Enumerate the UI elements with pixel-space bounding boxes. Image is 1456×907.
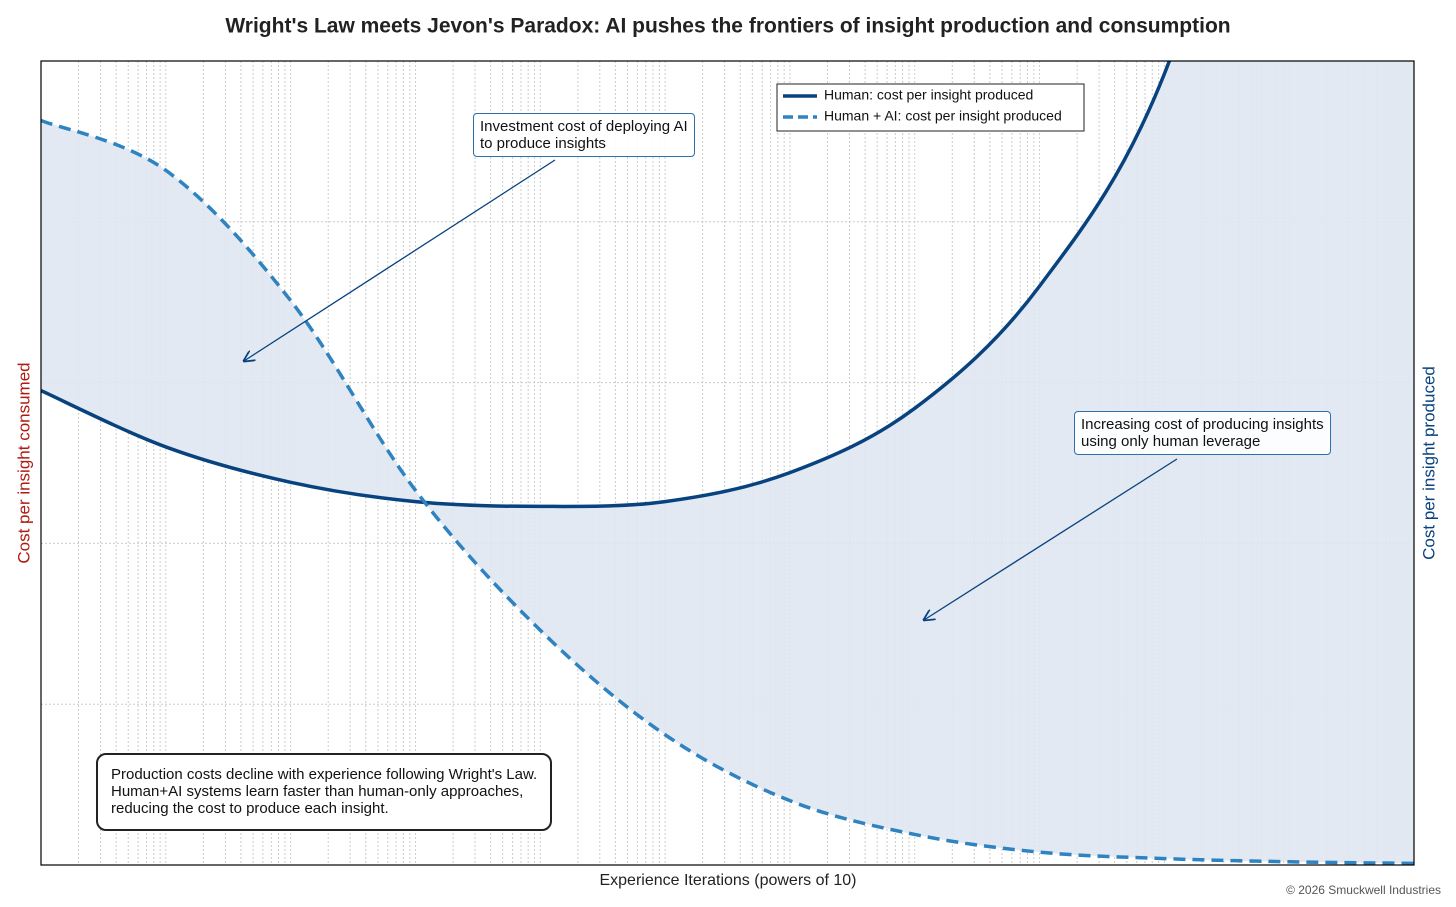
annotation-text: Human+AI systems learn faster than human… <box>111 783 524 800</box>
line-series <box>41 61 1172 509</box>
annotation-text: Production costs decline with experience… <box>111 766 538 783</box>
annotation-text: reducing the cost to produce each insigh… <box>111 800 389 817</box>
legend-label: Human + AI: cost per insight produced <box>824 108 1062 124</box>
annotation-text: to produce insights <box>480 135 606 152</box>
fill-between <box>41 61 1414 864</box>
annotation: Production costs decline with experience… <box>96 753 553 831</box>
y-axis-label: Cost per insight consumed <box>14 362 33 563</box>
annotation-text: Increasing cost of producing insights <box>1081 416 1324 433</box>
chart-title: Wright's Law meets Jevon's Paradox: AI p… <box>225 15 1230 38</box>
annotation: Increasing cost of producing insights us… <box>1074 411 1331 455</box>
annotation-text: using only human leverage <box>1081 433 1261 450</box>
y2-axis-label: Cost per insight produced <box>1419 366 1438 560</box>
plot-area <box>41 61 1414 865</box>
credit: © 2026 Smuckwell Industries <box>1286 883 1441 897</box>
legend-label: Human: cost per insight produced <box>824 87 1033 103</box>
annotation: Investment cost of deploying AI to produ… <box>473 113 695 157</box>
x-axis-label: Experience Iterations (powers of 10) <box>599 872 856 889</box>
annotation-text: Investment cost of deploying AI <box>480 118 688 135</box>
line-series <box>41 118 1414 865</box>
legend-box <box>776 83 1085 132</box>
plot-frame <box>40 60 1415 866</box>
annotation-arrow <box>924 458 1178 620</box>
legend: Human: cost per insight produced Human + … <box>776 83 1085 132</box>
annotation-arrow <box>244 159 556 361</box>
